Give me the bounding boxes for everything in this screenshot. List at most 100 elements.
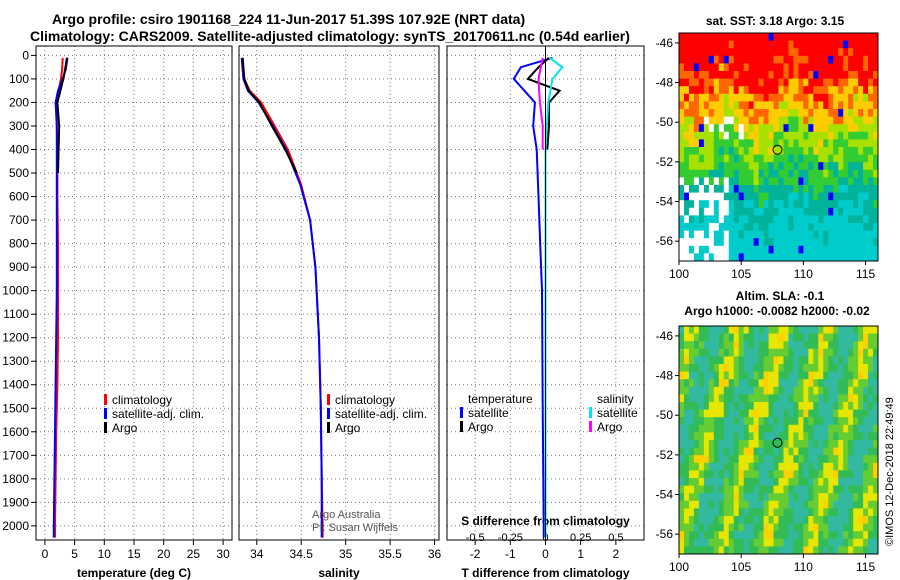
map-cell bbox=[868, 440, 874, 449]
map-cell bbox=[723, 192, 730, 201]
map-cell bbox=[679, 341, 685, 350]
map-cell bbox=[843, 341, 849, 350]
map-cell bbox=[693, 371, 700, 380]
map-cell bbox=[733, 364, 740, 373]
x-tick-label: 35 bbox=[339, 547, 353, 561]
map-cell bbox=[873, 409, 878, 418]
map-cell bbox=[848, 371, 854, 380]
map-y-tick-label: -54 bbox=[656, 195, 674, 209]
map-cell bbox=[698, 348, 705, 357]
map-cell bbox=[843, 531, 849, 540]
map-cell bbox=[728, 48, 735, 57]
map-cell bbox=[863, 230, 869, 239]
map-cell bbox=[688, 124, 695, 133]
map-cell bbox=[823, 169, 829, 178]
map-cell bbox=[679, 230, 685, 239]
map-cell bbox=[818, 40, 824, 49]
map-cell bbox=[828, 371, 834, 380]
map-cell bbox=[828, 379, 834, 388]
map-cell bbox=[768, 424, 775, 433]
x2-tick-label: -0.5 bbox=[466, 532, 485, 544]
x-axis-label: T difference from climatology bbox=[461, 566, 629, 580]
map-cell bbox=[833, 71, 839, 80]
map-cell bbox=[833, 538, 839, 547]
map-cell bbox=[768, 485, 775, 494]
map-cell bbox=[768, 40, 775, 49]
map-cell bbox=[838, 333, 844, 342]
map-cell bbox=[723, 417, 730, 426]
y-tick-label: 700 bbox=[9, 213, 29, 227]
map-cell bbox=[833, 86, 839, 95]
map-cell bbox=[818, 48, 824, 57]
map-cell bbox=[813, 531, 819, 540]
map-cell bbox=[803, 154, 809, 163]
x2-tick-label: 0.5 bbox=[608, 532, 623, 544]
map-cell bbox=[848, 462, 854, 471]
map-cell bbox=[818, 417, 824, 426]
map-cell bbox=[748, 215, 755, 224]
map-cell bbox=[753, 455, 760, 464]
map-cell bbox=[728, 71, 735, 80]
map-cell bbox=[693, 109, 700, 118]
map-cell bbox=[838, 470, 844, 479]
map-cell bbox=[823, 432, 829, 441]
map-cell bbox=[808, 40, 814, 49]
map-cell bbox=[718, 531, 725, 540]
map-cell bbox=[723, 116, 730, 125]
map-cell bbox=[813, 523, 819, 532]
map-cell bbox=[858, 348, 864, 357]
map-cell bbox=[828, 245, 834, 254]
map-cell bbox=[768, 371, 775, 380]
map-cell bbox=[748, 531, 755, 540]
map-cell bbox=[873, 364, 878, 373]
map-cell bbox=[793, 417, 799, 426]
legend-label: climatology bbox=[335, 393, 395, 407]
map-cell bbox=[828, 154, 834, 163]
map-cell bbox=[823, 402, 829, 411]
map-cell bbox=[798, 162, 804, 171]
map-cell bbox=[708, 440, 715, 449]
map-cell bbox=[863, 440, 869, 449]
map-cell bbox=[718, 386, 725, 395]
map-cell bbox=[753, 230, 760, 239]
map-cell bbox=[783, 409, 790, 418]
map-cell bbox=[818, 162, 824, 171]
map-cell bbox=[858, 169, 864, 178]
map-cell bbox=[718, 356, 725, 365]
map-cell bbox=[738, 93, 745, 102]
map-cell bbox=[743, 93, 750, 102]
map-cell bbox=[748, 101, 755, 110]
map-cell bbox=[873, 124, 878, 133]
map-cell bbox=[723, 101, 730, 110]
map-cell bbox=[693, 508, 700, 517]
map-cell bbox=[788, 101, 795, 110]
map-cell bbox=[828, 223, 834, 232]
map-cell bbox=[728, 147, 735, 156]
map-cell bbox=[768, 478, 775, 487]
map-cell bbox=[748, 326, 755, 335]
map-cell bbox=[823, 538, 829, 547]
map-cell bbox=[853, 40, 859, 49]
map-cell bbox=[803, 462, 809, 471]
map-cell bbox=[788, 493, 795, 502]
map-cell bbox=[793, 470, 799, 479]
map-cell bbox=[728, 485, 735, 494]
map-cell bbox=[778, 245, 785, 254]
map-cell bbox=[833, 238, 839, 247]
map-cell bbox=[698, 185, 705, 194]
annotation-text: PI: Susan Wijffels bbox=[312, 522, 398, 534]
map-cell bbox=[733, 33, 740, 42]
map-cell bbox=[688, 147, 695, 156]
map-cell bbox=[833, 245, 839, 254]
map-cell bbox=[793, 93, 799, 102]
y-tick-label: 100 bbox=[9, 72, 29, 86]
map-cell bbox=[768, 215, 775, 224]
map-cell bbox=[828, 71, 834, 80]
map-cell bbox=[838, 124, 844, 133]
map-cell bbox=[803, 215, 809, 224]
map-cell bbox=[783, 531, 790, 540]
map-cell bbox=[858, 200, 864, 209]
map-cell bbox=[679, 402, 685, 411]
map-cell bbox=[788, 192, 795, 201]
map-cell bbox=[808, 192, 814, 201]
